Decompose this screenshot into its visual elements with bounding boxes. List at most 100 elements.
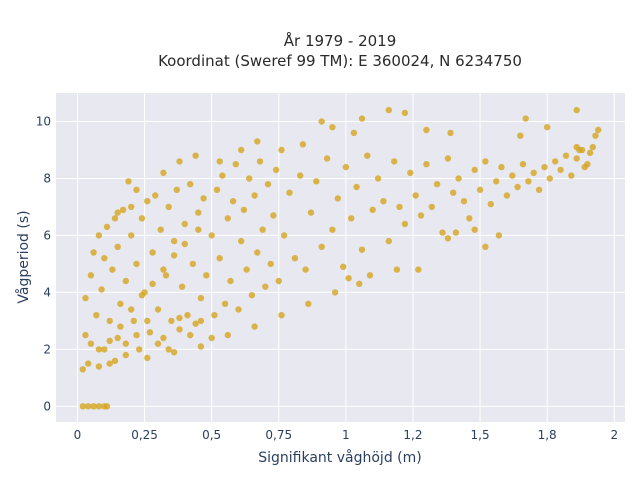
data-point-0-138 <box>557 166 564 174</box>
data-point-0-30 <box>128 232 135 239</box>
data-point-0-115 <box>433 181 441 188</box>
data-point-0-53 <box>187 181 194 188</box>
chart-title-line-1: År 1979 - 2019 <box>284 31 397 50</box>
data-point-0-20 <box>106 317 113 325</box>
x-tick-label-7: 1,8 <box>538 428 557 442</box>
data-point-0-31 <box>128 203 135 211</box>
data-point-0-48 <box>173 186 180 193</box>
data-point-0-159 <box>447 129 454 137</box>
data-point-0-57 <box>197 294 205 302</box>
data-point-0-96 <box>334 195 341 202</box>
data-point-0-178 <box>415 266 422 273</box>
data-point-0-205 <box>144 317 151 325</box>
data-point-0-164 <box>573 143 580 151</box>
data-point-0-75 <box>248 292 256 299</box>
data-point-0-80 <box>262 283 269 290</box>
data-point-0-3 <box>95 403 103 410</box>
x-tick-label-5: 1,2 <box>403 428 422 442</box>
data-point-0-210 <box>197 317 205 325</box>
data-point-0-150 <box>278 146 285 154</box>
data-point-0-163 <box>573 106 580 114</box>
data-point-0-25 <box>114 243 121 250</box>
data-point-0-148 <box>581 163 588 171</box>
data-point-0-58 <box>200 195 207 202</box>
data-point-0-55 <box>192 320 199 327</box>
data-point-0-45 <box>165 203 172 211</box>
data-point-0-24 <box>114 334 121 342</box>
data-point-0-27 <box>119 206 127 213</box>
data-point-0-17 <box>101 346 108 353</box>
data-point-0-2 <box>90 403 97 410</box>
data-point-0-194 <box>117 323 124 330</box>
data-point-0-49 <box>176 326 183 333</box>
data-point-0-204 <box>133 331 140 339</box>
data-point-0-202 <box>111 357 119 364</box>
x-tick-label-6: 1,5 <box>471 428 490 442</box>
data-point-0-42 <box>157 226 164 233</box>
data-point-0-79 <box>259 226 266 233</box>
data-point-0-147 <box>586 149 594 156</box>
data-point-0-123 <box>476 186 484 193</box>
data-point-0-201 <box>195 226 202 233</box>
data-point-0-156 <box>385 106 392 114</box>
data-point-0-186 <box>197 343 205 350</box>
x-tick-label-8: 2 <box>610 428 618 442</box>
data-point-0-110 <box>407 169 414 176</box>
data-point-0-168 <box>216 158 223 165</box>
data-point-0-137 <box>552 158 559 165</box>
x-tick-label-1: 0,25 <box>131 428 158 442</box>
data-point-0-172 <box>114 209 121 216</box>
data-point-0-67 <box>227 277 234 285</box>
data-point-0-191 <box>331 289 339 296</box>
data-point-0-73 <box>243 266 250 273</box>
data-point-0-8 <box>82 294 89 302</box>
data-point-0-22 <box>109 266 116 273</box>
data-point-0-65 <box>221 300 229 307</box>
x-tick-label-3: 0,75 <box>265 428 292 442</box>
data-point-0-50 <box>178 283 186 290</box>
data-point-0-171 <box>125 178 132 185</box>
y-tick-label-3: 6 <box>43 228 51 242</box>
data-point-0-62 <box>213 186 221 193</box>
data-point-0-104 <box>374 175 382 182</box>
data-point-0-189 <box>278 312 285 319</box>
data-point-0-179 <box>452 229 460 236</box>
data-point-0-126 <box>493 178 500 185</box>
data-point-0-51 <box>181 220 188 228</box>
data-point-0-135 <box>541 163 548 171</box>
data-point-0-99 <box>348 215 355 222</box>
data-point-0-40 <box>152 192 159 199</box>
data-point-0-77 <box>254 249 261 256</box>
data-point-0-139 <box>562 152 570 159</box>
x-tick-label-0: 0 <box>74 428 82 442</box>
data-point-0-72 <box>240 206 248 213</box>
data-point-0-101 <box>358 246 366 253</box>
data-point-0-154 <box>350 129 358 137</box>
data-point-0-83 <box>270 212 277 219</box>
data-point-0-100 <box>353 183 360 191</box>
data-point-0-64 <box>219 172 226 179</box>
data-point-0-129 <box>509 172 516 179</box>
data-point-0-133 <box>530 169 537 176</box>
data-point-0-175 <box>356 280 363 287</box>
data-point-0-145 <box>595 126 602 134</box>
x-tick-label-2: 0,5 <box>202 428 221 442</box>
data-point-0-81 <box>264 181 272 188</box>
data-point-0-60 <box>208 232 215 239</box>
data-point-0-47 <box>170 237 178 245</box>
data-point-0-32 <box>130 317 137 325</box>
data-point-0-181 <box>495 232 503 239</box>
data-point-0-34 <box>136 346 143 353</box>
data-point-0-185 <box>170 349 178 356</box>
data-point-0-193 <box>106 337 113 344</box>
data-point-0-197 <box>149 280 156 287</box>
data-point-0-78 <box>256 158 264 165</box>
data-point-0-155 <box>358 115 366 122</box>
x-tick-labels: 0 0,25 0,5 0,75 1 1,2 1,5 1,8 2 <box>74 428 618 442</box>
data-point-0-37 <box>144 198 151 205</box>
data-point-0-203 <box>122 340 129 347</box>
data-point-0-131 <box>519 161 527 168</box>
data-point-0-200 <box>181 240 188 248</box>
data-point-0-16 <box>98 286 105 293</box>
